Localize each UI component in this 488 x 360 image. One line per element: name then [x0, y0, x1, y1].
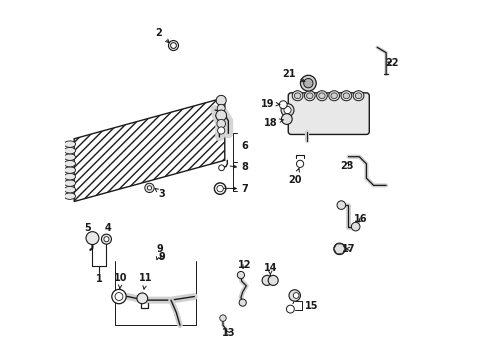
Ellipse shape [64, 154, 76, 160]
Text: 14: 14 [263, 262, 277, 275]
Ellipse shape [352, 91, 363, 101]
Text: 6: 6 [241, 141, 247, 151]
Circle shape [217, 127, 224, 134]
Circle shape [336, 201, 345, 210]
Ellipse shape [316, 91, 326, 101]
Circle shape [214, 183, 225, 194]
Circle shape [168, 41, 178, 50]
Circle shape [217, 104, 224, 112]
Circle shape [333, 243, 345, 255]
Text: 1: 1 [96, 274, 102, 284]
Ellipse shape [64, 167, 76, 174]
Text: 18: 18 [263, 118, 283, 128]
Ellipse shape [328, 91, 339, 101]
Text: 2: 2 [155, 28, 169, 42]
Text: 9: 9 [158, 252, 165, 262]
Ellipse shape [294, 93, 300, 99]
Ellipse shape [304, 91, 314, 101]
Text: 20: 20 [287, 168, 301, 185]
Text: 22: 22 [384, 58, 397, 68]
Text: 21: 21 [281, 69, 304, 82]
Circle shape [112, 289, 126, 304]
Ellipse shape [292, 91, 303, 101]
Text: 16: 16 [354, 215, 367, 224]
Text: 15: 15 [304, 301, 318, 311]
Circle shape [288, 290, 300, 301]
Circle shape [267, 275, 278, 285]
Circle shape [281, 104, 293, 117]
Ellipse shape [64, 193, 76, 199]
Circle shape [303, 78, 312, 88]
Text: 5: 5 [84, 224, 91, 233]
Circle shape [217, 120, 225, 128]
Ellipse shape [64, 147, 76, 154]
Circle shape [284, 107, 290, 114]
Ellipse shape [330, 93, 337, 99]
Circle shape [215, 110, 226, 121]
Circle shape [281, 114, 292, 125]
Text: 23: 23 [339, 161, 353, 171]
Text: 3: 3 [155, 189, 165, 199]
Text: 4: 4 [104, 224, 111, 233]
Ellipse shape [64, 180, 76, 186]
Ellipse shape [64, 186, 76, 193]
Text: 11: 11 [139, 273, 152, 289]
Polygon shape [333, 244, 345, 254]
Circle shape [300, 75, 316, 91]
Circle shape [115, 293, 122, 301]
Circle shape [170, 42, 176, 48]
Circle shape [147, 186, 151, 190]
Circle shape [86, 231, 99, 244]
Ellipse shape [318, 93, 325, 99]
Text: 9: 9 [156, 243, 163, 260]
Ellipse shape [306, 93, 312, 99]
Circle shape [237, 271, 244, 279]
Text: 19: 19 [261, 99, 280, 109]
Text: 13: 13 [221, 328, 235, 338]
Circle shape [137, 293, 147, 304]
Circle shape [144, 183, 154, 193]
Circle shape [279, 101, 286, 109]
Circle shape [239, 299, 246, 306]
Text: 10: 10 [114, 273, 127, 288]
Ellipse shape [355, 93, 361, 99]
Circle shape [104, 237, 109, 242]
Circle shape [101, 234, 111, 244]
Circle shape [296, 160, 303, 167]
FancyBboxPatch shape [287, 93, 368, 134]
Text: 7: 7 [241, 184, 247, 194]
Text: 12: 12 [237, 260, 251, 270]
Circle shape [293, 293, 298, 298]
Circle shape [262, 275, 271, 285]
Circle shape [286, 305, 294, 313]
Circle shape [219, 315, 226, 321]
Ellipse shape [343, 93, 349, 99]
Text: 17: 17 [341, 244, 354, 254]
Text: 8: 8 [241, 162, 247, 172]
Circle shape [218, 165, 224, 171]
Ellipse shape [64, 141, 76, 147]
Circle shape [217, 185, 223, 192]
Ellipse shape [64, 161, 76, 167]
Circle shape [216, 95, 226, 105]
Circle shape [351, 222, 359, 231]
Ellipse shape [340, 91, 351, 101]
Ellipse shape [64, 174, 76, 180]
Polygon shape [74, 98, 224, 202]
